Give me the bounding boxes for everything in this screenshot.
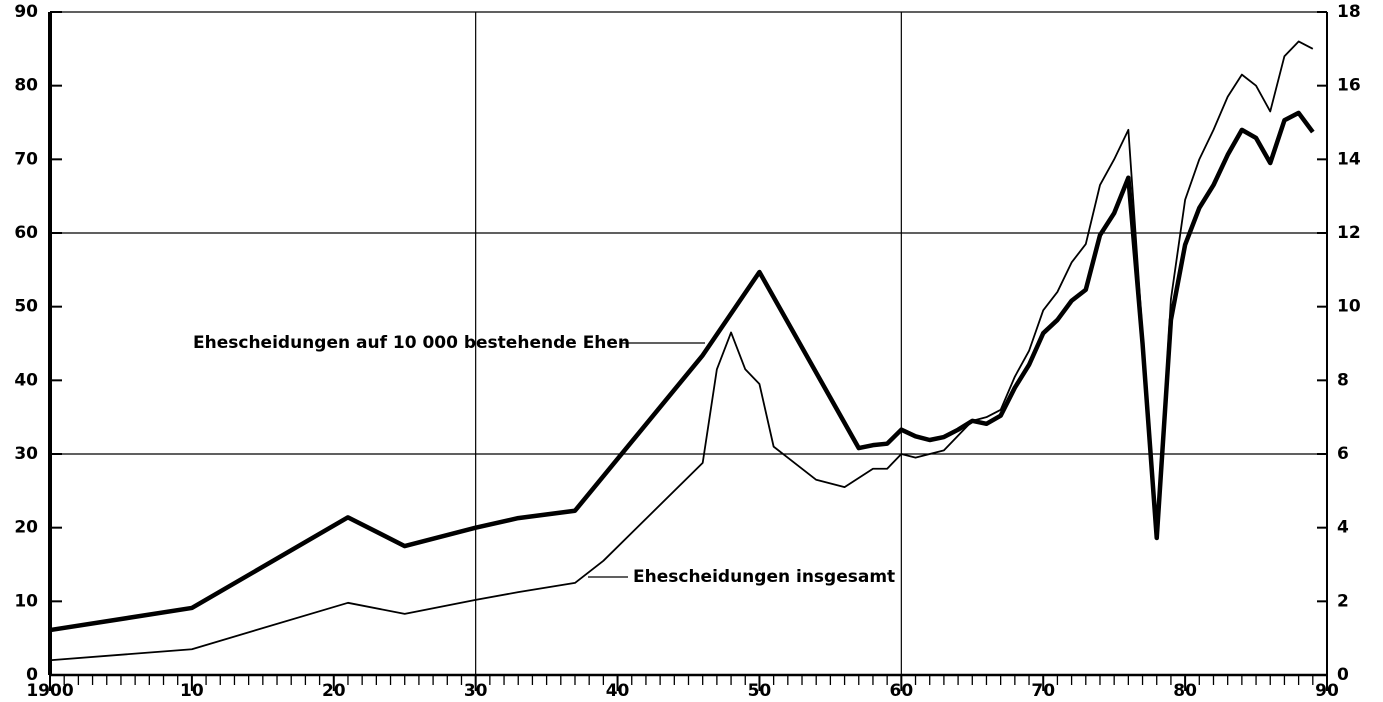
y2-tick-label: 8: [1337, 370, 1349, 390]
x-tick-label: 80: [1173, 681, 1197, 701]
data-line: [49, 110, 1315, 633]
data-line: [49, 40, 1314, 662]
x-tick-label: 40: [606, 681, 630, 701]
y-tick-label: 0: [26, 665, 38, 685]
y2-tick-label: 6: [1337, 444, 1349, 464]
y2-tick-label: 10: [1337, 297, 1361, 317]
x-tick-label: 90: [1315, 681, 1339, 701]
y2-tick-label: 16: [1337, 76, 1361, 96]
y-tick-label: 50: [14, 297, 38, 317]
x-tick-label: 30: [464, 681, 488, 701]
y2-tick-label: 14: [1337, 149, 1361, 169]
y-tick-label: 60: [14, 223, 38, 243]
y2-tick-label: 2: [1337, 591, 1349, 611]
series-label: Ehescheidungen auf 10 000 bestehende Ehe…: [193, 333, 630, 353]
y-tick-label: 80: [14, 76, 38, 96]
y-tick-label: 30: [14, 444, 38, 464]
y2-tick-label: 12: [1337, 223, 1361, 243]
x-tick-label: 50: [748, 681, 772, 701]
y-tick-label: 20: [14, 518, 38, 538]
x-tick-label: 1900: [26, 681, 73, 701]
x-tick-label: 10: [180, 681, 204, 701]
y2-tick-label: 0: [1337, 665, 1349, 685]
y-tick-label: 90: [14, 2, 38, 22]
y2-tick-label: 4: [1337, 518, 1349, 538]
x-tick-label: 20: [322, 681, 346, 701]
x-tick-label: 60: [889, 681, 913, 701]
x-tick-label: 70: [1031, 681, 1055, 701]
series-label: Ehescheidungen insgesamt: [633, 567, 895, 587]
y2-tick-label: 18: [1337, 2, 1361, 22]
y-tick-label: 70: [14, 149, 38, 169]
y-tick-label: 10: [14, 591, 38, 611]
y-tick-label: 40: [14, 370, 38, 390]
